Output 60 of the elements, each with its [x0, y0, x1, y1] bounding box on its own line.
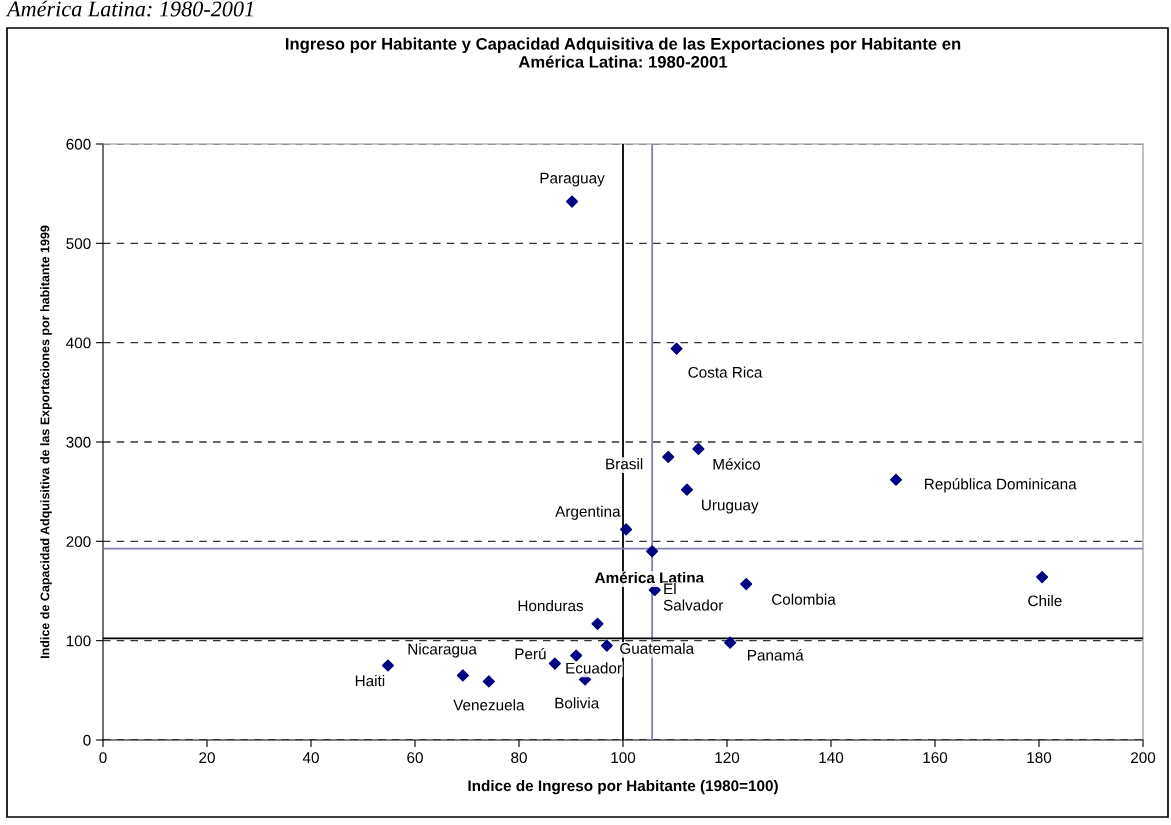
annotation: Argentina: [555, 505, 621, 520]
annotation: Paraguay: [540, 172, 605, 187]
chart-title: Ingreso por Habitante y Capacidad Adquisitiva de las Exportaciones por Habitante en América Latina: 1980-2001: [285, 37, 961, 68]
y-tick-label: 500: [66, 238, 91, 250]
point: [670, 342, 683, 355]
annotation: Guatemala: [620, 642, 695, 654]
point: [646, 545, 659, 558]
point: [456, 669, 469, 682]
annotation: Brasil: [606, 458, 643, 470]
annotation: Perú: [515, 647, 546, 660]
annotation: Colombia: [772, 593, 836, 605]
x-axis-title: Indice de Ingreso por Habitante (1980=100): [468, 779, 778, 795]
point: [600, 639, 613, 652]
y-axis-title: Indice de Capacidad Adquisitiva de las Exportaciones por habitante 1999: [40, 225, 52, 658]
annotation: República Dominicana: [925, 478, 1077, 493]
point: [724, 636, 737, 649]
point: [680, 483, 694, 496]
annotation: México: [713, 458, 761, 470]
x-tick-label: 0: [99, 752, 107, 764]
point: [662, 450, 675, 463]
y-tick-label: 0: [83, 734, 91, 746]
point: [482, 675, 495, 688]
x-tick-label: 100: [611, 752, 636, 764]
annotation: Honduras: [518, 599, 584, 612]
x-tick-label: 140: [819, 752, 844, 764]
y-tick-label: 200: [66, 536, 91, 548]
x-tick-label: 80: [511, 752, 527, 764]
point: [548, 657, 561, 670]
annotation: Nicaragua: [408, 643, 477, 658]
annotation: Costa Rica: [688, 366, 763, 378]
point: [889, 473, 903, 486]
annotation: El Salvador: [663, 582, 724, 611]
y-tick-label: 300: [66, 436, 91, 448]
x-tick-label: 60: [407, 752, 423, 764]
x-tick-label: 40: [302, 752, 319, 764]
point: [620, 523, 633, 536]
x-tick-label: 200: [1131, 752, 1156, 764]
annotation: Chile: [1028, 594, 1062, 607]
annotation: Panamá: [748, 649, 804, 661]
x-tick-label: 20: [199, 752, 215, 764]
text: América Latina: 1980-2001: [5, 0, 253, 17]
annotation: Ecuador: [566, 662, 622, 674]
point: [1036, 571, 1049, 584]
y-tick-label: 600: [66, 138, 91, 150]
point: [565, 195, 579, 208]
x-tick-label: 180: [1027, 752, 1052, 764]
point: [591, 617, 604, 630]
annotation: Bolivia: [555, 697, 600, 709]
point: [570, 649, 583, 662]
annotation: Uruguay: [702, 499, 759, 514]
point: [740, 577, 753, 591]
annotation: América Latina: [594, 571, 705, 584]
y-tick-label: 400: [66, 337, 91, 349]
annotation: Venezuela: [453, 699, 525, 711]
point: [692, 442, 705, 456]
x-tick-label: 160: [923, 752, 948, 764]
annotation: Haiti: [355, 675, 385, 687]
x-tick-label: 120: [715, 752, 740, 764]
point: [381, 659, 395, 672]
y-tick-label: 100: [66, 635, 91, 647]
